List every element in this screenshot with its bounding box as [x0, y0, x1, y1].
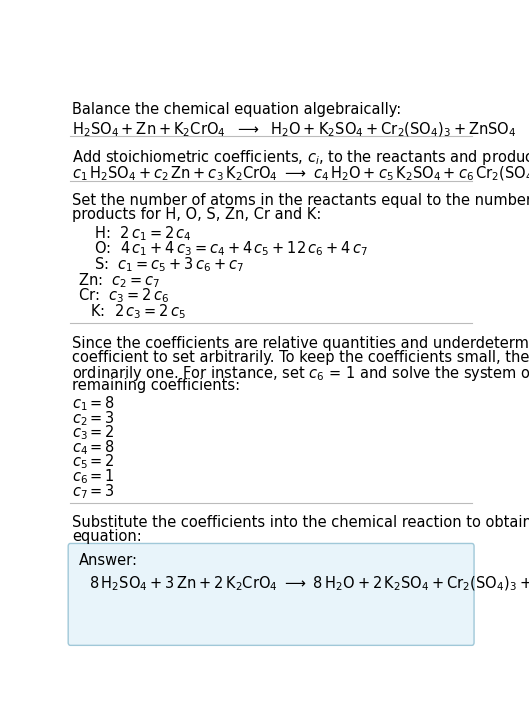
Text: $c_6 = 1$: $c_6 = 1$ — [72, 467, 115, 486]
Text: Cr:  $c_3 = 2\,c_6$: Cr: $c_3 = 2\,c_6$ — [78, 286, 169, 305]
Text: H:  $2\,c_1 = 2\,c_4$: H: $2\,c_1 = 2\,c_4$ — [85, 224, 191, 243]
Text: ordinarily one. For instance, set $c_6$ = 1 and solve the system of equations fo: ordinarily one. For instance, set $c_6$ … — [72, 364, 529, 383]
Text: $c_2 = 3$: $c_2 = 3$ — [72, 409, 115, 427]
Text: Substitute the coefficients into the chemical reaction to obtain the balanced: Substitute the coefficients into the che… — [72, 515, 529, 531]
Text: Balance the chemical equation algebraically:: Balance the chemical equation algebraica… — [72, 102, 402, 117]
Text: S:  $c_1 = c_5 + 3\,c_6 + c_7$: S: $c_1 = c_5 + 3\,c_6 + c_7$ — [85, 255, 243, 274]
Text: remaining coefficients:: remaining coefficients: — [72, 378, 240, 393]
Text: Since the coefficients are relative quantities and underdetermined, choose a: Since the coefficients are relative quan… — [72, 336, 529, 351]
Text: Set the number of atoms in the reactants equal to the number of atoms in the: Set the number of atoms in the reactants… — [72, 193, 529, 208]
FancyBboxPatch shape — [68, 544, 474, 646]
Text: $c_7 = 3$: $c_7 = 3$ — [72, 482, 115, 501]
Text: $\mathrm{H_2SO_4 + Zn + K_2CrO_4\ \ \longrightarrow\ \ H_2O + K_2SO_4 + Cr_2(SO_: $\mathrm{H_2SO_4 + Zn + K_2CrO_4\ \ \lon… — [72, 120, 517, 139]
Text: K:  $2\,c_3 = 2\,c_5$: K: $2\,c_3 = 2\,c_5$ — [81, 302, 186, 321]
Text: $\mathrm{8\,H_2SO_4 + 3\,Zn + 2\,K_2CrO_4\ \longrightarrow\ 8\,H_2O + 2\,K_2SO_4: $\mathrm{8\,H_2SO_4 + 3\,Zn + 2\,K_2CrO_… — [89, 574, 529, 593]
Text: $c_5 = 2$: $c_5 = 2$ — [72, 453, 115, 472]
Text: $c_3 = 2$: $c_3 = 2$ — [72, 424, 115, 442]
Text: products for H, O, S, Zn, Cr and K:: products for H, O, S, Zn, Cr and K: — [72, 207, 322, 222]
Text: equation:: equation: — [72, 529, 142, 545]
Text: $c_4 = 8$: $c_4 = 8$ — [72, 438, 115, 457]
Text: O:  $4\,c_1 + 4\,c_3 = c_4 + 4\,c_5 + 12\,c_6 + 4\,c_7$: O: $4\,c_1 + 4\,c_3 = c_4 + 4\,c_5 + 12\… — [85, 239, 368, 258]
Text: $c_1 = 8$: $c_1 = 8$ — [72, 395, 115, 413]
Text: Answer:: Answer: — [78, 553, 138, 568]
Text: Add stoichiometric coefficients, $c_i$, to the reactants and products:: Add stoichiometric coefficients, $c_i$, … — [72, 148, 529, 167]
Text: Zn:  $c_2 = c_7$: Zn: $c_2 = c_7$ — [78, 271, 161, 289]
Text: coefficient to set arbitrarily. To keep the coefficients small, the arbitrary va: coefficient to set arbitrarily. To keep … — [72, 350, 529, 365]
Text: $c_1\,\mathrm{H_2SO_4} + c_2\,\mathrm{Zn} + c_3\,\mathrm{K_2CrO_4}$$\ \longright: $c_1\,\mathrm{H_2SO_4} + c_2\,\mathrm{Zn… — [72, 165, 529, 183]
